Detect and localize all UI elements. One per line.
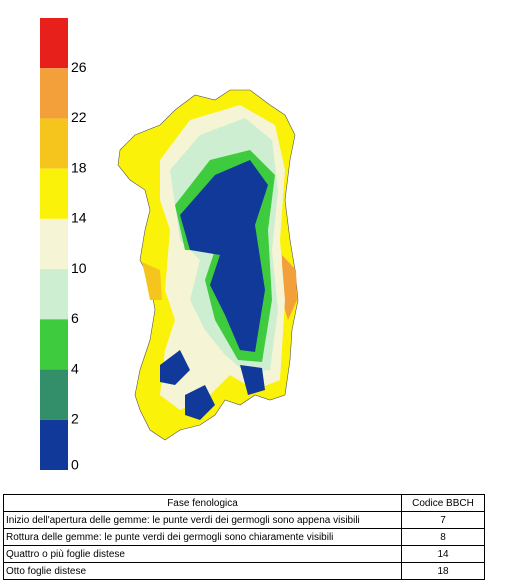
- legend-label: 10: [71, 260, 87, 276]
- legend-swatch: [40, 369, 68, 420]
- coast-orange: [282, 255, 297, 320]
- phase-table: Fase fenologica Codice BBCH Inizio dell'…: [3, 494, 485, 580]
- legend-swatch: [40, 18, 68, 69]
- legend-label: 22: [71, 109, 87, 125]
- zone-blue: [240, 365, 265, 395]
- cell: Rottura delle gemme: le punte verdi dei …: [3, 528, 402, 546]
- cell: 7: [401, 511, 485, 529]
- legend-swatch: [40, 319, 68, 370]
- row: Inizio dell'apertura delle gemme: le pun…: [3, 511, 485, 529]
- header-cell: Fase fenologica: [3, 494, 402, 512]
- legend-swatch: [40, 118, 68, 169]
- map: 26 22 18 14 10 6 4 2 0: [40, 18, 299, 473]
- sardinia: [117, 89, 299, 441]
- cell: 8: [401, 528, 485, 546]
- legend-label: 14: [71, 210, 87, 226]
- coast-orange: [142, 262, 162, 300]
- legend-swatch: [40, 218, 68, 270]
- legend-label: 2: [71, 410, 79, 426]
- legend-swatch: [40, 168, 68, 219]
- header-row: Fase fenologica Codice BBCH: [3, 494, 485, 512]
- legend-label: 18: [71, 159, 87, 175]
- legend-swatch: [40, 68, 68, 119]
- legend-label: 4: [71, 360, 79, 376]
- legend-label: 0: [71, 457, 79, 473]
- row: Otto foglie distese 18: [3, 562, 485, 580]
- legend-swatch: [40, 269, 68, 320]
- cell: 14: [401, 545, 485, 563]
- header-cell: Codice BBCH: [401, 494, 485, 512]
- row: Quattro o più foglie distese 14: [3, 545, 485, 563]
- zone-blue: [180, 160, 268, 352]
- legend-label: 26: [71, 59, 87, 75]
- legend-label: 6: [71, 310, 79, 326]
- cell: Otto foglie distese: [3, 562, 402, 580]
- legend-swatch: [40, 419, 68, 470]
- cell: Inizio dell'apertura delle gemme: le pun…: [3, 511, 402, 529]
- cell: Quattro o più foglie distese: [3, 545, 402, 563]
- zone-blue: [185, 385, 215, 420]
- zone-blue: [160, 350, 190, 385]
- row: Rottura delle gemme: le punte verdi dei …: [3, 528, 485, 546]
- cell: 18: [401, 562, 485, 580]
